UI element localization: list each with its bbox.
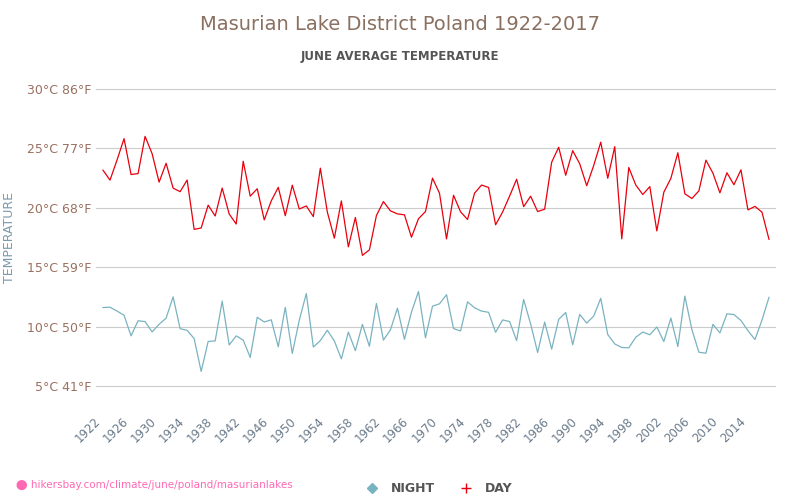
Y-axis label: TEMPERATURE: TEMPERATURE	[2, 192, 15, 283]
Legend: NIGHT, DAY: NIGHT, DAY	[354, 478, 518, 500]
Text: Masurian Lake District Poland 1922-2017: Masurian Lake District Poland 1922-2017	[200, 15, 600, 34]
Text: ⬤ hikersbay.com/climate/june/poland/masurianlakes: ⬤ hikersbay.com/climate/june/poland/masu…	[16, 480, 293, 490]
Text: JUNE AVERAGE TEMPERATURE: JUNE AVERAGE TEMPERATURE	[301, 50, 499, 63]
